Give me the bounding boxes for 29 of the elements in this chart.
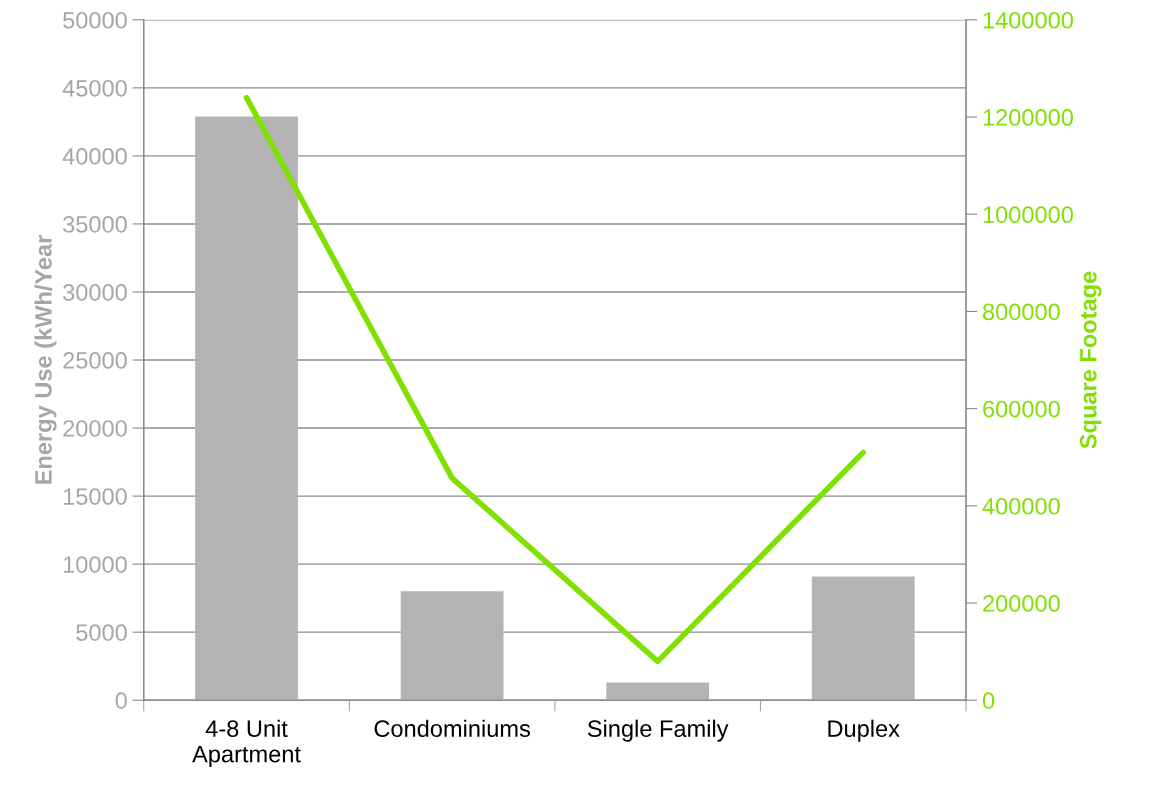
y2-tick-label: 1400000 [983,11,1073,29]
y-tick-label: 30000 [63,284,127,301]
y2-tick-label: 200000 [983,595,1060,612]
x-tick-label: Single Family [587,719,729,742]
y-tick-label: 50000 [63,11,127,29]
x-tick-label: Duplex [828,719,900,742]
y-tick-label: 5000 [76,624,127,641]
y2-tick-label: 600000 [983,400,1060,418]
y-tick-label: 40000 [62,147,127,165]
y-tick-label: 35000 [63,216,127,233]
y-tick-label: 25000 [63,352,127,369]
y2-tick-label: 800000 [983,303,1060,321]
y2-tick-label: 400000 [982,497,1060,515]
y2-tick-label: 1200000 [983,109,1073,126]
y-tick-label: 45000 [62,79,127,97]
y2-axis-title: Square Footage [1079,271,1102,449]
y-tick-label: 15000 [63,488,127,505]
bar [811,576,915,701]
y-tick-label: 0 [115,692,127,710]
y2-tick-label: 1000000 [983,206,1073,224]
bar [606,682,710,701]
y-tick-label: 10000 [63,556,127,573]
x-tick-label: Condominiums [374,719,530,738]
x-tick-label: 4-8 Unit Apartment [192,719,301,768]
y2-tick-label: 0 [982,692,995,710]
bar [400,591,504,701]
y-tick-label: 20000 [63,420,127,437]
bar [195,116,298,701]
y-axis-title: Energy Use (kWh/Year [34,235,57,484]
